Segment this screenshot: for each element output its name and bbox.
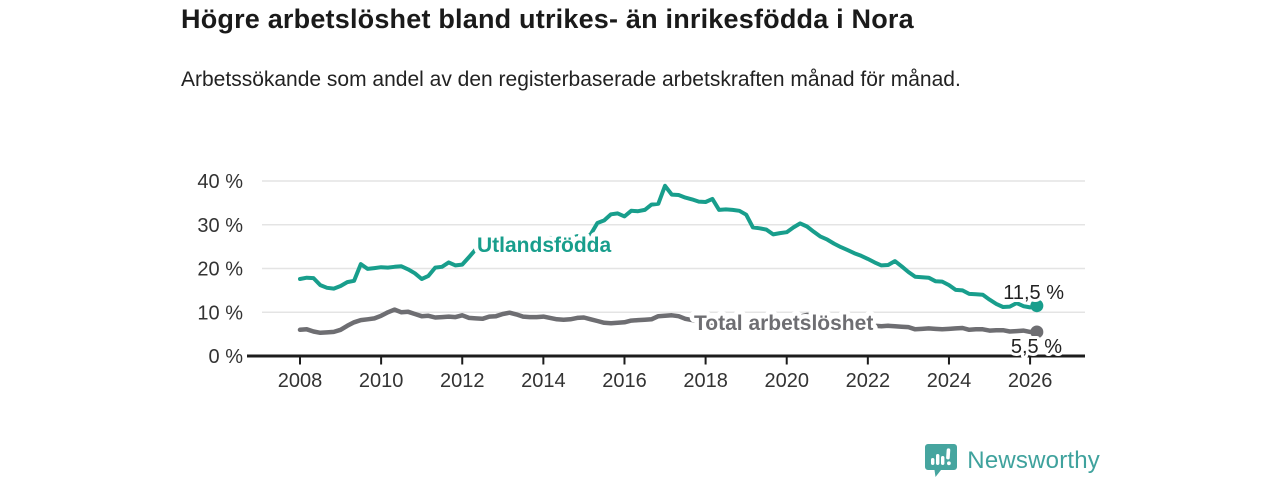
newsworthy-logo-icon: [925, 444, 958, 477]
x-axis-tick-label: 2020: [764, 370, 809, 392]
x-axis-tick-label: 2012: [440, 370, 485, 392]
series-label-utlandsfodda: Utlandsfödda: [477, 234, 611, 257]
x-axis-tick-label: 2010: [359, 370, 404, 392]
y-axis-tick-label: 0 %: [209, 346, 244, 368]
y-axis-tick-label: 20 %: [197, 259, 243, 281]
series-label-total-arbetsloshet: Total arbetslöshet: [694, 312, 873, 335]
chart-axes: 2008 2010 2012 2014 2016 2018 2020 2022 2024 2026: [247, 354, 1085, 392]
end-value-label-utlandsfodda: 11,5 %: [1003, 282, 1064, 304]
series-line-total: [297, 307, 1040, 336]
x-axis-tick-label: 2016: [602, 370, 647, 392]
x-axis-tick-label: 2026: [1008, 370, 1053, 392]
x-axis-tick-label: 2018: [683, 370, 728, 392]
x-axis-tick-label: 2024: [927, 370, 972, 392]
y-axis-tick-label: 10 %: [197, 302, 243, 324]
page-subtitle: Arbetssökande som andel av den registerb…: [181, 68, 961, 91]
x-axis-tick-label: 2008: [278, 370, 323, 392]
x-axis-tick-label: 2014: [521, 370, 566, 392]
page-title: Högre arbetslöshet bland utrikes- än inr…: [181, 4, 914, 34]
series-line-utlandsfodda: [298, 183, 1039, 310]
newsworthy-logo-text: Newsworthy: [967, 447, 1100, 474]
newsworthy-logo: Newsworthy: [924, 443, 1100, 479]
y-axis-tick-label: 40 %: [197, 171, 243, 193]
x-axis-tick-label: 2022: [846, 370, 891, 392]
series-end-dot-total: [1030, 325, 1044, 339]
chart-series: [297, 183, 1044, 339]
series-end-dot-utlandsfodda: [1030, 299, 1044, 313]
chart-grid: 0 % 10 % 20 % 30 % 40 %: [197, 171, 1085, 368]
y-axis-tick-label: 30 %: [197, 215, 243, 237]
end-value-label-total: 5,5 %: [1011, 336, 1062, 358]
